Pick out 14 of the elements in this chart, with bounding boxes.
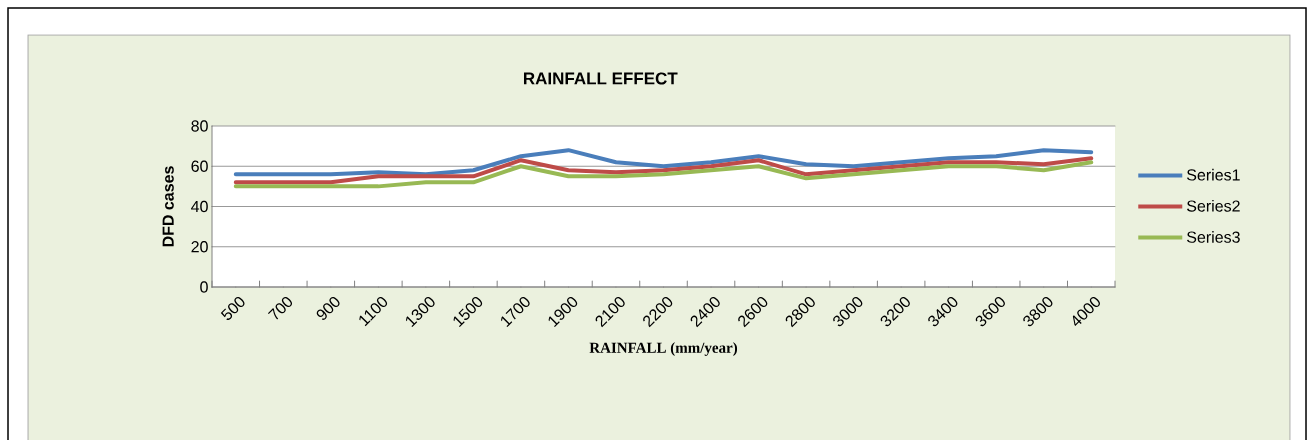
x-tick-label: 500: [220, 296, 245, 320]
y-tick-label: 20: [191, 241, 208, 253]
y-tick-label: 60: [191, 160, 208, 172]
y-tick-label: 80: [191, 120, 208, 132]
legend-label: Series2: [1186, 199, 1240, 212]
x-tick-label: 900: [316, 296, 340, 320]
legend-label: Series3: [1186, 231, 1240, 243]
chart-title: RAINFALL EFFECT: [524, 72, 678, 85]
y-tick-label: 40: [191, 200, 208, 213]
x-axis-title: RAINFALL (mm/year): [589, 342, 738, 356]
y-axis-title: DFD cases: [162, 166, 174, 247]
legend-label: Series1: [1186, 168, 1240, 181]
x-tick-label: 700: [267, 296, 293, 320]
y-tick-label: 0: [200, 281, 208, 293]
